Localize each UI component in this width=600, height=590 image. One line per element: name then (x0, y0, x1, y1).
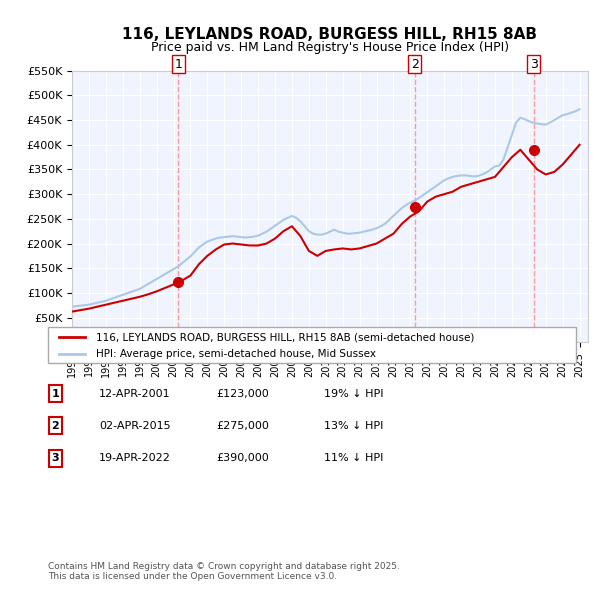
Text: £275,000: £275,000 (216, 421, 269, 431)
Text: 02-APR-2015: 02-APR-2015 (99, 421, 170, 431)
FancyBboxPatch shape (48, 327, 576, 363)
Text: 11% ↓ HPI: 11% ↓ HPI (324, 454, 383, 463)
Text: £390,000: £390,000 (216, 454, 269, 463)
Text: 116, LEYLANDS ROAD, BURGESS HILL, RH15 8AB: 116, LEYLANDS ROAD, BURGESS HILL, RH15 8… (122, 27, 538, 41)
FancyBboxPatch shape (49, 450, 62, 467)
Text: £123,000: £123,000 (216, 389, 269, 398)
Text: Price paid vs. HM Land Registry's House Price Index (HPI): Price paid vs. HM Land Registry's House … (151, 41, 509, 54)
Text: 13% ↓ HPI: 13% ↓ HPI (324, 421, 383, 431)
Text: 116, LEYLANDS ROAD, BURGESS HILL, RH15 8AB (semi-detached house): 116, LEYLANDS ROAD, BURGESS HILL, RH15 8… (95, 332, 474, 342)
Text: Contains HM Land Registry data © Crown copyright and database right 2025.
This d: Contains HM Land Registry data © Crown c… (48, 562, 400, 581)
Text: 2: 2 (52, 421, 59, 431)
FancyBboxPatch shape (49, 418, 62, 434)
Text: 1: 1 (52, 389, 59, 398)
FancyBboxPatch shape (49, 385, 62, 402)
Text: 3: 3 (52, 454, 59, 463)
Text: 19% ↓ HPI: 19% ↓ HPI (324, 389, 383, 398)
Text: HPI: Average price, semi-detached house, Mid Sussex: HPI: Average price, semi-detached house,… (95, 349, 376, 359)
Text: 2: 2 (410, 58, 419, 71)
Text: 3: 3 (530, 58, 538, 71)
Text: 19-APR-2022: 19-APR-2022 (99, 454, 171, 463)
Text: 12-APR-2001: 12-APR-2001 (99, 389, 170, 398)
Text: 1: 1 (175, 58, 182, 71)
